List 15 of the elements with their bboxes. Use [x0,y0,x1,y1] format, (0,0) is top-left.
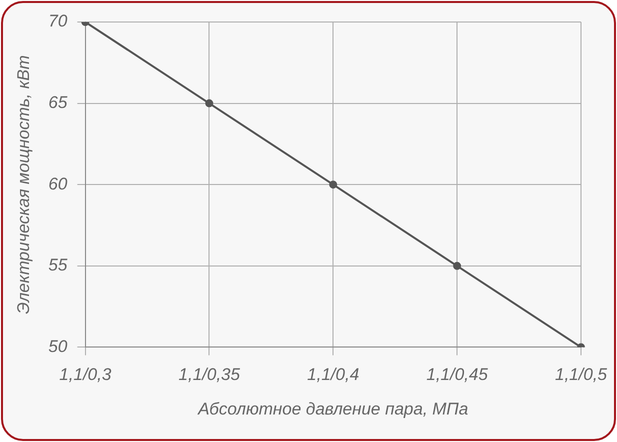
y-axis-title: Электрическая мощность, кВт [14,55,33,314]
point [453,262,462,270]
y-tick-label: 50 [48,336,68,356]
x-tick-label: 1,1/0,5 [555,365,608,384]
x-tick-label: 1,1/0,45 [426,365,488,384]
x-tick-label: 1,1/0,3 [59,365,112,384]
point [205,99,214,108]
x-tick-label: 1,1/0,35 [178,365,240,384]
point [329,180,338,189]
y-tick-label: 70 [48,12,68,31]
y-tick-label: 60 [48,174,68,194]
y-tick-label: 65 [48,93,68,112]
y-tick-label: 55 [48,256,68,275]
x-axis-title: Абсолютное давление пара, МПа [197,400,468,419]
x-tick-label: 1,1/0,4 [307,365,360,384]
